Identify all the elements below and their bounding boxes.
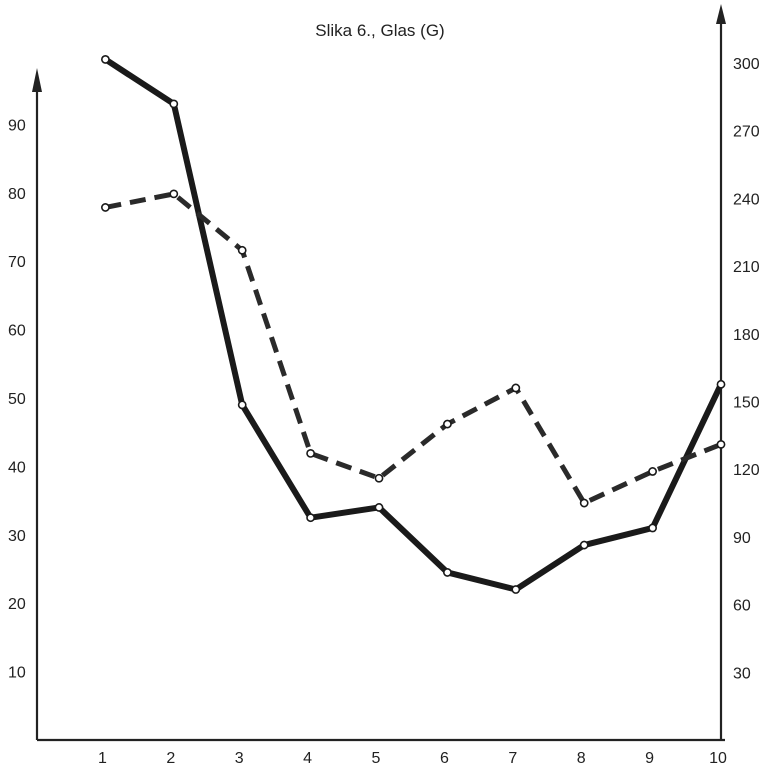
dashed-series-point [579,498,589,508]
solid-series-point [716,379,726,389]
right-y-tick-label: 90 [733,530,751,547]
x-tick-label: 7 [508,750,517,767]
dashed-series-point [648,467,657,476]
series-layer [101,55,726,594]
dashed-series-point [101,203,110,212]
x-tick-label: 1 [98,750,107,767]
x-tick-label: 3 [235,750,244,767]
dashed-series-point [169,189,179,199]
solid-series-point [101,55,110,64]
right-y-tick-labels: 30 60 90 120 150 180 210 240 270 300 [733,56,760,682]
x-tick-labels: 1 2 3 4 5 6 7 8 9 10 [98,750,727,767]
x-tick-label: 4 [303,750,312,767]
solid-series-point [442,568,452,577]
dashed-series-point [716,439,726,449]
solid-series-point [374,503,384,512]
x-tick-label: 9 [645,750,654,767]
chart-title: Slika 6., Glas (G) [315,21,444,40]
left-y-axis-arrow [32,68,42,92]
solid-series-point [579,540,589,550]
x-tick-label: 5 [372,750,381,767]
right-y-tick-label: 240 [733,191,760,208]
x-tick-label: 6 [440,750,449,767]
dashed-series-point [374,473,384,483]
left-y-tick-label: 80 [8,186,26,203]
x-tick-label: 2 [166,750,175,767]
solid-series-point [237,400,247,410]
left-y-tick-label: 60 [8,323,26,340]
right-y-tick-label: 180 [733,327,760,344]
dashed-series-point [237,245,247,255]
solid-series-point [511,585,521,594]
solid-series-point [169,99,179,109]
axes [32,4,726,742]
right-y-tick-label: 270 [733,124,760,141]
solid-series-point [648,523,657,533]
left-y-tick-label: 70 [8,254,26,271]
left-y-tick-label: 50 [8,391,26,408]
left-y-tick-label: 10 [8,665,26,682]
left-y-tick-label: 20 [8,596,26,613]
right-y-tick-label: 210 [733,259,760,276]
dashed-series-point [442,419,452,429]
right-y-tick-label: 150 [733,395,760,412]
x-tick-label: 10 [709,750,727,767]
solid-series-line [102,56,724,593]
right-y-tick-label: 60 [733,598,751,615]
right-y-tick-label: 30 [733,665,751,682]
dashed-series-line [104,191,722,506]
left-y-tick-labels: 10 20 30 40 50 60 70 80 90 [8,117,26,681]
dashed-series-point [306,449,315,458]
dashed-series-point [511,383,521,393]
right-y-tick-label: 300 [733,56,760,73]
right-y-axis-arrow [716,4,726,24]
x-tick-label: 8 [577,750,586,767]
solid-series-point [306,513,315,523]
left-y-tick-label: 30 [8,528,26,545]
left-y-tick-label: 90 [8,117,26,134]
left-y-tick-label: 40 [8,459,26,476]
right-y-tick-label: 120 [733,462,760,479]
